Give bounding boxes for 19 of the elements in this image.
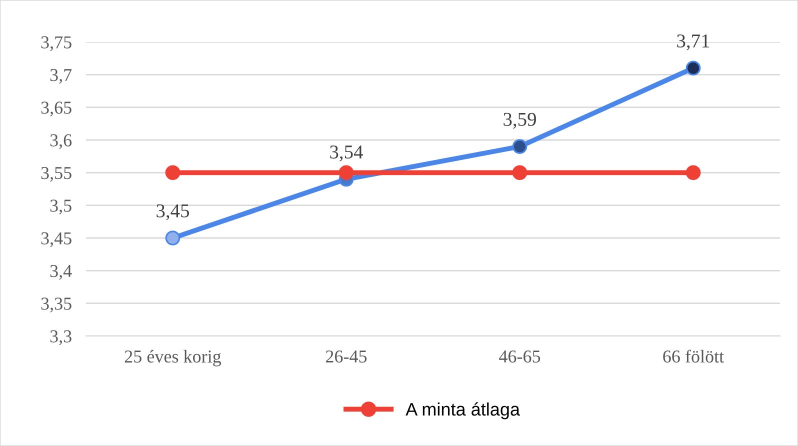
y-tick-label: 3,45 bbox=[41, 232, 72, 248]
data-label: 3,45 bbox=[156, 204, 190, 220]
x-tick-label: 46-65 bbox=[499, 350, 540, 363]
y-tick-label: 3,3 bbox=[50, 330, 72, 346]
y-tick-label: 3,5 bbox=[50, 200, 72, 214]
legend-label: A minta átlaga bbox=[406, 402, 520, 420]
y-tick-label: 3,65 bbox=[41, 102, 72, 116]
y-tick-label: 3,7 bbox=[50, 68, 72, 84]
y-tick-label: 3,6 bbox=[50, 134, 72, 150]
data-label: 3,54 bbox=[330, 146, 363, 162]
data-label: 3,71 bbox=[677, 34, 710, 50]
x-tick-label: 26-45 bbox=[326, 350, 367, 363]
y-tick-label: 3,4 bbox=[50, 264, 72, 280]
y-tick-label: 3,35 bbox=[41, 298, 72, 312]
x-tick-label: 66 fölött bbox=[663, 350, 724, 363]
data-label: 3,59 bbox=[504, 112, 536, 129]
x-tick-label: 25 éves korig bbox=[124, 350, 222, 366]
y-tick-label: 3,75 bbox=[41, 36, 72, 52]
y-tick-label: 3,55 bbox=[41, 166, 72, 182]
